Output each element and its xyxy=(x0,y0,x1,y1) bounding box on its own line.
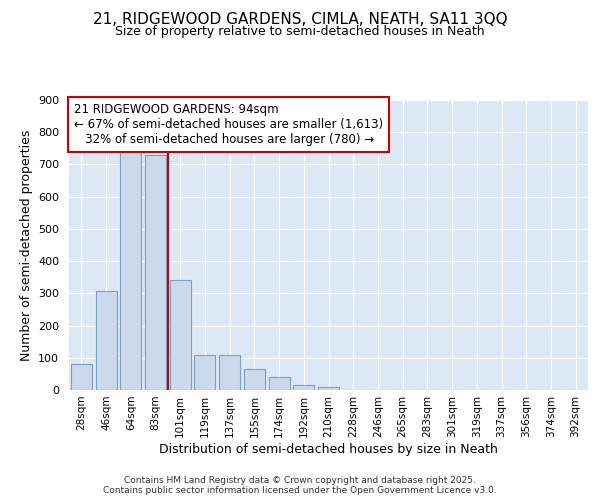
Bar xyxy=(244,369,265,390)
Text: Size of property relative to semi-detached houses in Neath: Size of property relative to semi-detach… xyxy=(115,25,485,38)
Bar xyxy=(170,280,191,390)
Bar xyxy=(219,355,240,390)
X-axis label: Distribution of semi-detached houses by size in Neath: Distribution of semi-detached houses by … xyxy=(159,442,498,456)
Bar xyxy=(318,387,339,390)
Text: 21 RIDGEWOOD GARDENS: 94sqm
← 67% of semi-detached houses are smaller (1,613)
  : 21 RIDGEWOOD GARDENS: 94sqm ← 67% of sem… xyxy=(74,103,383,146)
Bar xyxy=(269,377,290,390)
Text: 21, RIDGEWOOD GARDENS, CIMLA, NEATH, SA11 3QQ: 21, RIDGEWOOD GARDENS, CIMLA, NEATH, SA1… xyxy=(92,12,508,28)
Bar xyxy=(95,291,116,390)
Y-axis label: Number of semi-detached properties: Number of semi-detached properties xyxy=(20,130,32,360)
Bar xyxy=(194,355,215,390)
Bar xyxy=(71,364,92,390)
Bar xyxy=(145,155,166,390)
Bar xyxy=(120,150,141,390)
Bar xyxy=(293,385,314,390)
Text: Contains HM Land Registry data © Crown copyright and database right 2025.
Contai: Contains HM Land Registry data © Crown c… xyxy=(103,476,497,495)
